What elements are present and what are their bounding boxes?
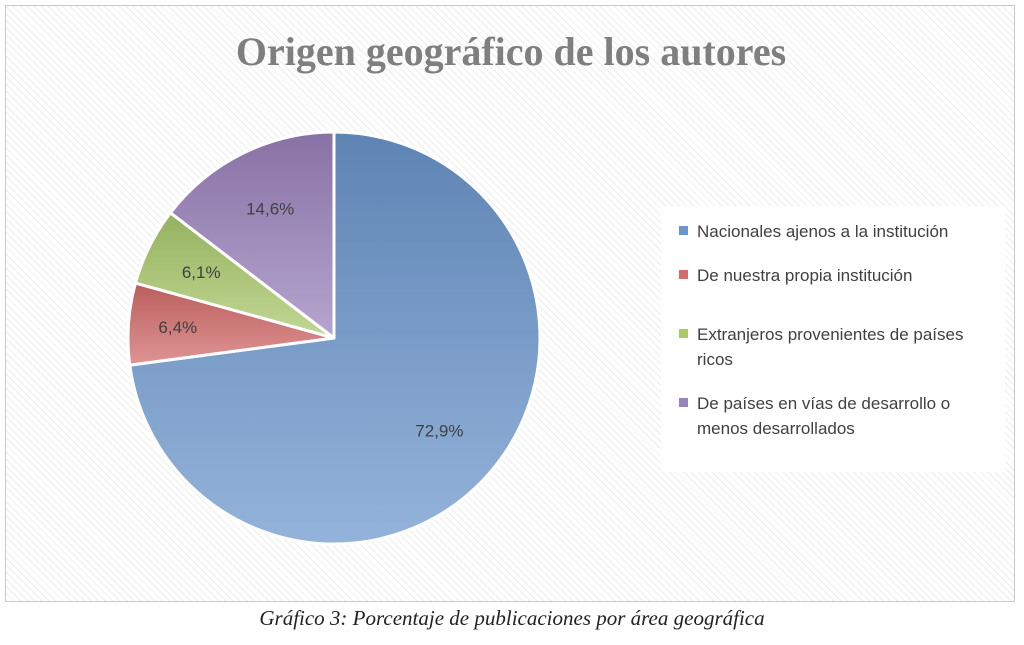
figure-caption: Gráfico 3: Porcentaje de publicaciones p…: [259, 606, 765, 630]
legend-label: Nacionales ajenos a la institución: [697, 222, 949, 241]
legend-swatch: [679, 226, 688, 235]
legend-label: Extranjeros provenientes de países ricos: [697, 325, 964, 369]
legend-item-paises-en-desarrollo: De países en vías de desarrollo o menos …: [679, 391, 993, 441]
data-label-paises-en-desarrollo: 14,6%: [246, 200, 294, 219]
legend-swatch: [679, 398, 688, 407]
legend-label: De nuestra propia institución: [697, 266, 913, 285]
legend: Nacionales ajenos a la institución De nue…: [661, 206, 1005, 472]
legend-item-propia-institucion: De nuestra propia institución: [679, 263, 993, 288]
data-label-extranjeros-ricos: 6,1%: [182, 263, 221, 282]
pie-slice-paises-en-desarrollo: [168, 130, 336, 340]
legend-item-nacionales: Nacionales ajenos a la institución: [679, 219, 993, 244]
legend-swatch: [679, 329, 688, 338]
legend-swatch: [679, 270, 688, 279]
data-label-nacionales: 72,9%: [415, 421, 463, 440]
chart-frame: Origen geográfico de los autores 72,9% 6,…: [5, 5, 1015, 602]
legend-item-extranjeros-ricos: Extranjeros provenientes de países ricos: [679, 322, 993, 372]
data-label-propia-institucion: 6,4%: [158, 318, 197, 337]
chart-title: Origen geográfico de los autores: [235, 29, 787, 74]
legend-label: De países en vías de desarrollo o menos …: [697, 394, 951, 438]
pie-chart: 72,9% 6,4% 6,1% 14,6%: [126, 130, 542, 546]
